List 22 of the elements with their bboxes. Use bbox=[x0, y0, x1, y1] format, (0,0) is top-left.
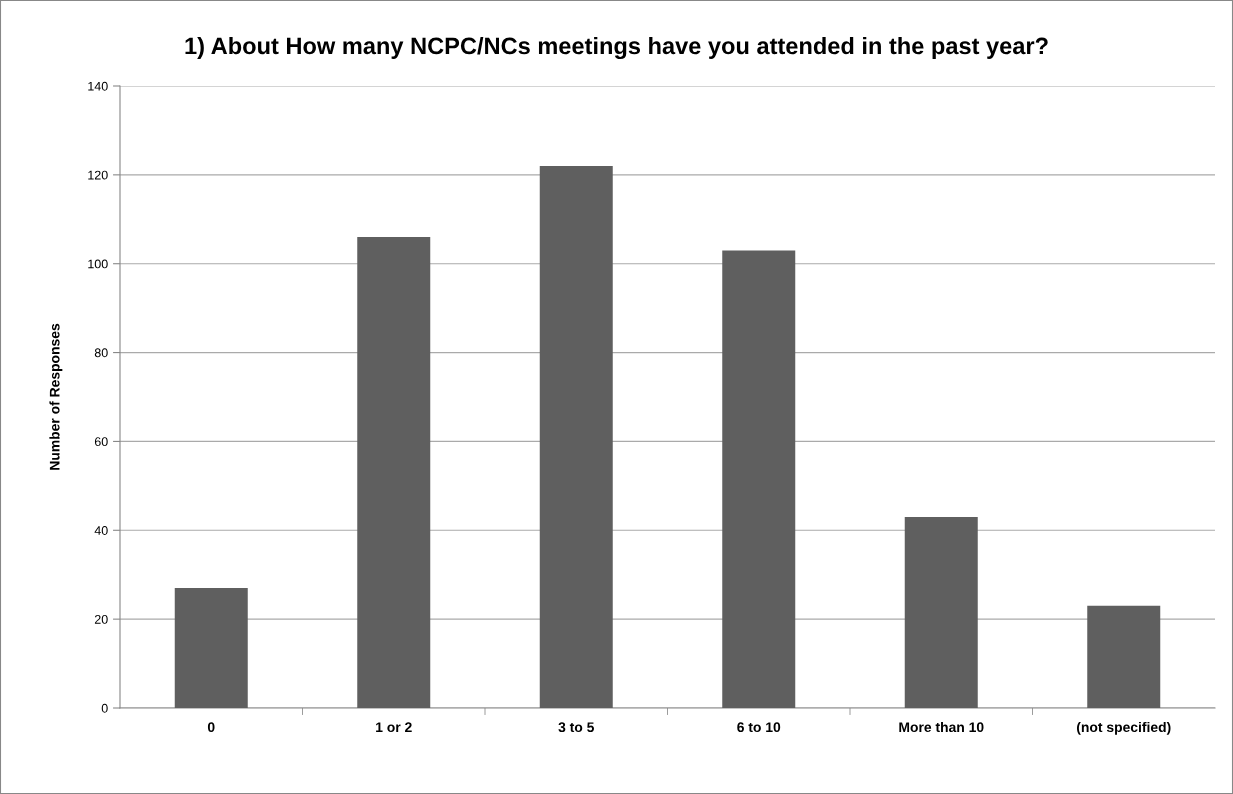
bar bbox=[539, 165, 613, 708]
bar bbox=[904, 516, 978, 708]
y-tick-label: 0 bbox=[101, 703, 108, 713]
y-tick-label: 80 bbox=[94, 348, 108, 358]
bar bbox=[174, 588, 248, 708]
y-tick-label: 100 bbox=[88, 259, 108, 269]
x-tick-label: 6 to 10 bbox=[737, 722, 781, 733]
y-tick-label: 120 bbox=[88, 170, 108, 180]
x-tick-label: 1 or 2 bbox=[376, 722, 412, 733]
bar bbox=[722, 250, 796, 708]
y-tick-label: 60 bbox=[94, 437, 108, 447]
y-tick-label: 40 bbox=[94, 526, 108, 535]
x-tick-label: 0 bbox=[207, 722, 215, 733]
x-tick-label: (not specified) bbox=[1076, 721, 1171, 735]
x-tick-label: 3 to 5 bbox=[558, 722, 594, 733]
y-tick-label: 20 bbox=[94, 614, 108, 624]
bar bbox=[1087, 605, 1161, 708]
y-tick-label: 140 bbox=[88, 81, 108, 91]
x-tick-label: More than 10 bbox=[899, 721, 984, 733]
y-axis-title: Number of Responses bbox=[49, 323, 63, 470]
chart-title: 1) About How many NCPC/NCs meetings have you attended in the past year? bbox=[185, 36, 1048, 60]
bar bbox=[357, 237, 431, 708]
